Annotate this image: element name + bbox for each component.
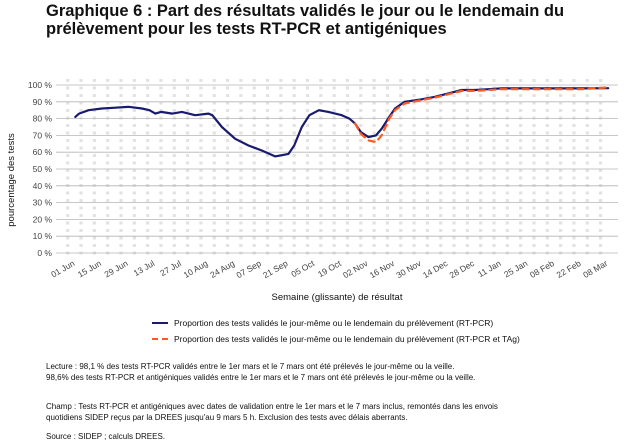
- x-tick-label: 27 Jul: [158, 258, 183, 278]
- legend-swatch-rtpcr: [152, 322, 168, 324]
- legend-label-rtpcr: Proportion des tests validés le jour-mêm…: [174, 318, 494, 328]
- x-tick-label: 30 Nov: [394, 258, 423, 281]
- x-tick-label: 02 Nov: [341, 258, 370, 281]
- y-tick-label: 40 %: [33, 181, 53, 191]
- source-line: Source : SIDEP ; calculs DREES.: [46, 432, 166, 441]
- y-tick-label: 70 %: [33, 130, 53, 140]
- notes-champ: Champ : Tests RT-PCR et antigéniques ave…: [46, 402, 626, 423]
- lecture-line1: Lecture : 98,1 % des tests RT-PCR validé…: [46, 362, 455, 371]
- y-tick-label: 80 %: [33, 114, 53, 124]
- x-tick-label: 08 Mar: [581, 258, 609, 280]
- chart-title: Graphique 6 : Part des résultats validés…: [46, 2, 626, 38]
- y-tick-label: 90 %: [33, 97, 53, 107]
- line-chart: 0 % 10 % 20 % 30 % 40 % 50 % 60 % 70 % 80 % 90 % 1…: [6, 79, 618, 303]
- y-tick-label: 100 %: [28, 80, 53, 90]
- x-tick-label: 11 Jan: [476, 258, 503, 279]
- chart-title-line2: prélèvement pour les tests RT-PCR et ant…: [46, 20, 447, 38]
- champ-line1: Champ : Tests RT-PCR et antigéniques ave…: [46, 402, 498, 411]
- x-tick-label: 19 Oct: [316, 258, 343, 279]
- y-axis-ticks: 0 % 10 % 20 % 30 % 40 % 50 % 60 % 70 % 80 % 90 % 1…: [28, 80, 53, 258]
- y-tick-label: 60 %: [33, 147, 53, 157]
- notes-lecture: Lecture : 98,1 % des tests RT-PCR validé…: [46, 362, 626, 383]
- legend-swatch-rtpcr-tag: [152, 338, 168, 340]
- notes-source: Source : SIDEP ; calculs DREES.: [46, 432, 626, 443]
- x-tick-label: 10 Aug: [182, 258, 210, 280]
- x-axis-title: Semaine (glissante) de résultat: [272, 292, 403, 303]
- y-tick-label: 50 %: [33, 164, 53, 174]
- y-tick-label: 10 %: [33, 231, 53, 241]
- series-lines: [74, 86, 610, 158]
- x-tick-label: 24 Aug: [208, 258, 236, 280]
- y-axis-title: pourcentage des tests: [6, 133, 17, 227]
- x-tick-label: 08 Feb: [528, 258, 556, 280]
- legend-label-rtpcr-tag: Proportion des tests validés le jour-mêm…: [174, 334, 520, 344]
- x-tick-label: 07 Sep: [234, 258, 263, 280]
- x-tick-label: 22 Feb: [555, 258, 583, 280]
- x-tick-label: 05 Oct: [289, 258, 316, 279]
- grid-lines: [56, 84, 618, 254]
- legend-item-rtpcr-tag: Proportion des tests validés le jour-mêm…: [152, 334, 520, 344]
- x-tick-label: 29 Jun: [102, 258, 129, 280]
- champ-line2: quotidiens SIDEP reçus par la DREES jusq…: [46, 412, 408, 422]
- lecture-line2: 98,6% des tests RT-PCR et antigéniques v…: [46, 372, 476, 382]
- y-tick-label: 30 %: [33, 198, 53, 208]
- x-tick-label: 14 Dec: [421, 258, 450, 281]
- weekly-stripes: [66, 79, 603, 257]
- x-tick-label: 21 Sep: [261, 258, 290, 280]
- series-line-rtpcr-tag: [354, 86, 610, 144]
- series-line-rtpcr: [74, 87, 610, 158]
- y-tick-label: 0 %: [37, 248, 52, 258]
- x-tick-label: 16 Nov: [368, 258, 397, 281]
- x-tick-label: 25 Jan: [502, 258, 529, 280]
- chart-title-line1: Graphique 6 : Part des résultats validés…: [46, 2, 565, 20]
- legend-item-rtpcr: Proportion des tests validés le jour-mêm…: [152, 318, 493, 328]
- x-tick-label: 28 Dec: [448, 258, 477, 281]
- x-tick-label: 15 Jun: [76, 258, 103, 280]
- y-tick-label: 20 %: [33, 214, 53, 224]
- x-tick-label: 13 Jul: [132, 258, 157, 278]
- x-tick-label: 01 Jun: [49, 258, 76, 280]
